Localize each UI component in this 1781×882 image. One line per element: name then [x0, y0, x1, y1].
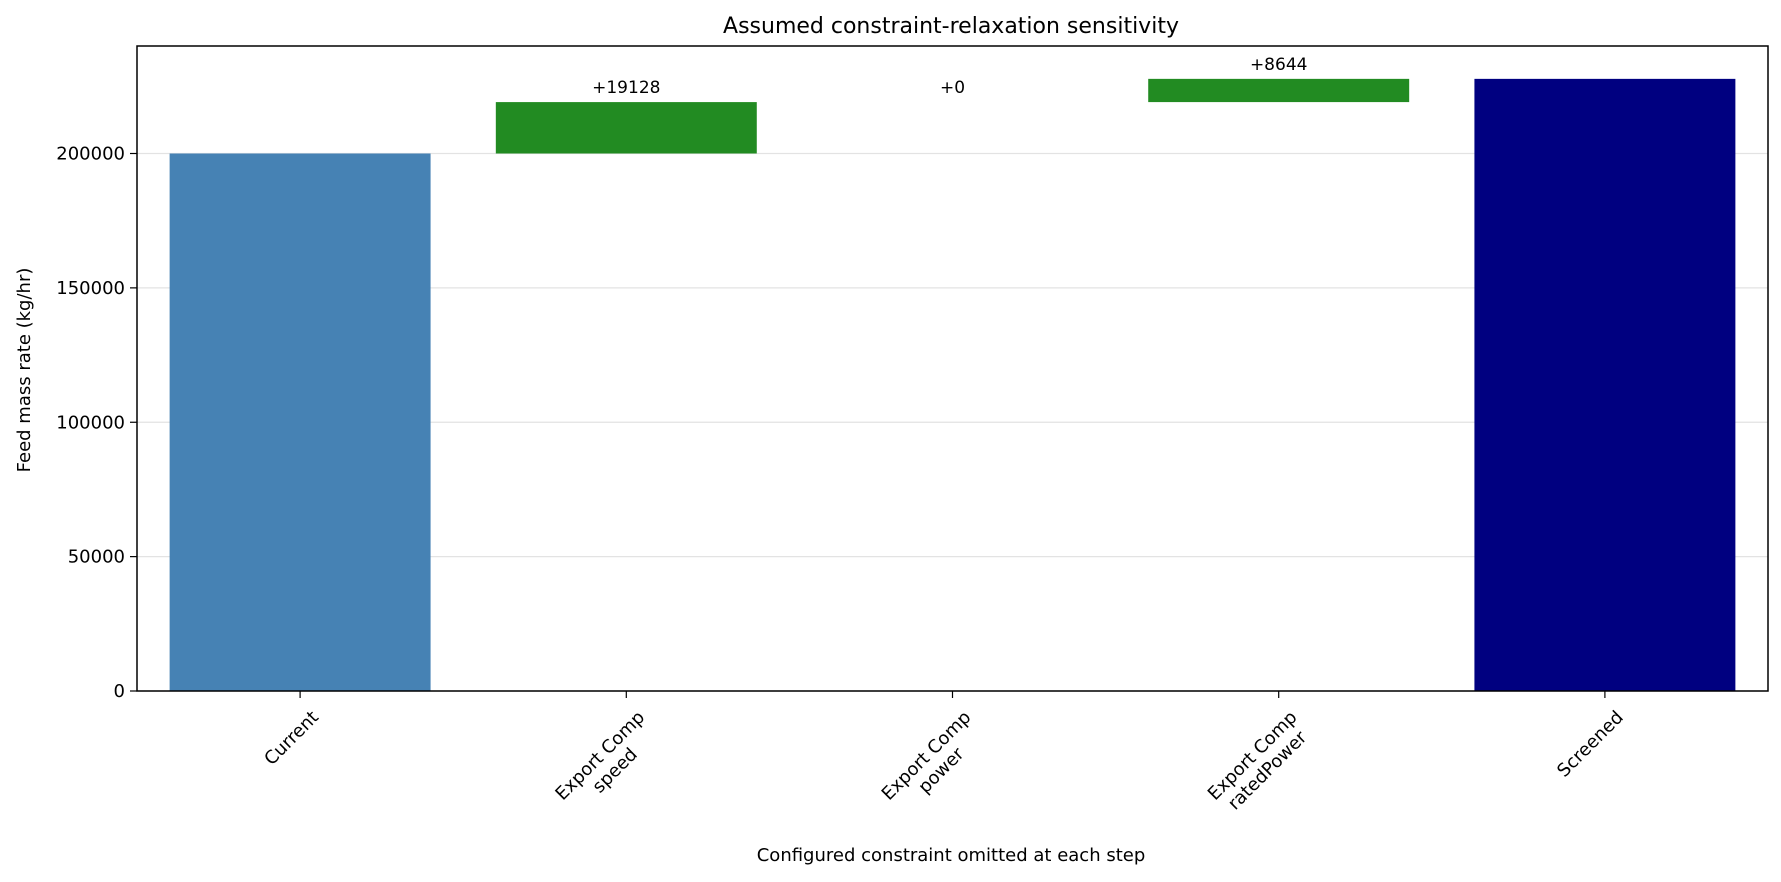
y-tick-label: 50000	[68, 547, 125, 568]
x-tick-label: Export CompratedPower	[1204, 707, 1317, 820]
bar	[495, 102, 757, 154]
y-tick-label: 0	[114, 681, 125, 702]
bars	[169, 78, 1736, 692]
x-axis-ticks: Current Export Compspeed Export Comppower E…	[260, 691, 1628, 820]
chart-title: Assumed constraint-relaxation sensitivit…	[723, 14, 1179, 39]
bar-value-label: +0	[940, 78, 965, 98]
x-tick-label: Screened	[1553, 707, 1628, 782]
bar-value-label: +8644	[1250, 55, 1308, 75]
x-tick-label: Export Comppower	[878, 707, 991, 820]
y-tick-label: 100000	[56, 412, 125, 433]
x-tick-label: Current	[260, 707, 323, 770]
data-labels: +19128 +0 +8644	[592, 55, 1307, 98]
y-axis-ticks: 0 50000 100000 150000 200000	[56, 144, 137, 702]
bar	[1474, 78, 1736, 692]
bar	[169, 153, 431, 691]
x-axis-label: Configured constraint omitted at each st…	[757, 845, 1146, 866]
bar	[1148, 78, 1410, 103]
x-tick-label: Export Compspeed	[551, 707, 664, 820]
y-tick-label: 150000	[56, 278, 125, 299]
y-axis-label: Feed mass rate (kg/hr)	[14, 268, 35, 473]
y-tick-label: 200000	[56, 144, 125, 165]
bar-value-label: +19128	[592, 78, 660, 98]
